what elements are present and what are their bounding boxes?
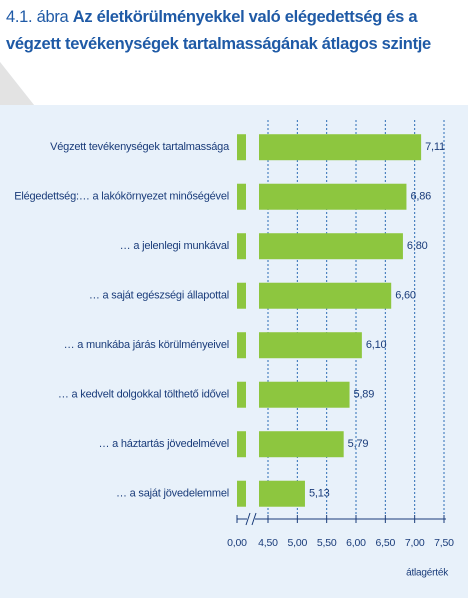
chart-title: Az életkörülményekkel való elégedettség …: [6, 8, 431, 53]
figure-label: 4.1. ábra: [6, 8, 69, 26]
x-axis-label: átlagérték: [406, 568, 449, 579]
value-label: 6,10: [366, 339, 387, 351]
axis-break: [251, 512, 257, 526]
value-label: 5,13: [309, 488, 330, 500]
value-label: 6,60: [395, 290, 416, 302]
title: 4.1. ábra Az életkörülményekkel való elé…: [6, 4, 466, 58]
y-tick-label: … a kedvelt dolgokkal tölthető idővel: [58, 389, 229, 401]
bar-stub: [237, 134, 246, 161]
y-tick-label: … a munkába járás körülményeivel: [64, 339, 229, 351]
x-tick-label: 5,50: [317, 537, 337, 549]
x-tick-label: 6,50: [376, 537, 396, 549]
bar: [259, 282, 392, 309]
y-tick-label: Végzett tevékenységek tartalmassága: [50, 141, 230, 153]
value-label: 6,86: [410, 191, 431, 203]
bar: [259, 134, 422, 161]
axis-break-gap: [247, 512, 255, 526]
bar: [259, 431, 344, 458]
y-tick-label: … a háztartás jövedelmével: [98, 438, 229, 450]
bar: [259, 480, 305, 507]
y-tick-label: … a saját jövedelemmel: [116, 488, 229, 500]
x-tick-label: 4,50: [258, 537, 278, 549]
y-tick-label: Elégedettség:… a lakókörnyezet minőségév…: [14, 191, 229, 203]
bar-stub: [237, 381, 246, 408]
x-tick-label: 5,00: [288, 537, 308, 549]
bar: [259, 332, 362, 359]
bar-stub: [237, 233, 246, 260]
corner: [0, 62, 34, 105]
bar-stub: [237, 431, 246, 458]
bar: [259, 183, 407, 210]
y-tick-label: … a saját egészségi állapottal: [89, 290, 229, 302]
bar-stub: [237, 282, 246, 309]
value-label: 6,80: [407, 240, 428, 252]
x-tick-label: 6,00: [346, 537, 366, 549]
bar-stub: [237, 183, 246, 210]
bar: [259, 233, 403, 260]
x-tick-label: 7,00: [405, 537, 425, 549]
bar-stub: [237, 332, 246, 359]
value-label: 7,11: [425, 141, 445, 153]
value-label: 5,89: [354, 389, 375, 401]
axis-break: [245, 512, 251, 526]
bar: [259, 381, 350, 408]
y-tick-label: … a jelenlegi munkával: [120, 240, 229, 252]
x-tick-label: 0,00: [227, 537, 247, 549]
x-tick-label: 7,50: [434, 537, 454, 549]
bar-stub: [237, 480, 246, 507]
value-label: 5,79: [348, 438, 369, 450]
